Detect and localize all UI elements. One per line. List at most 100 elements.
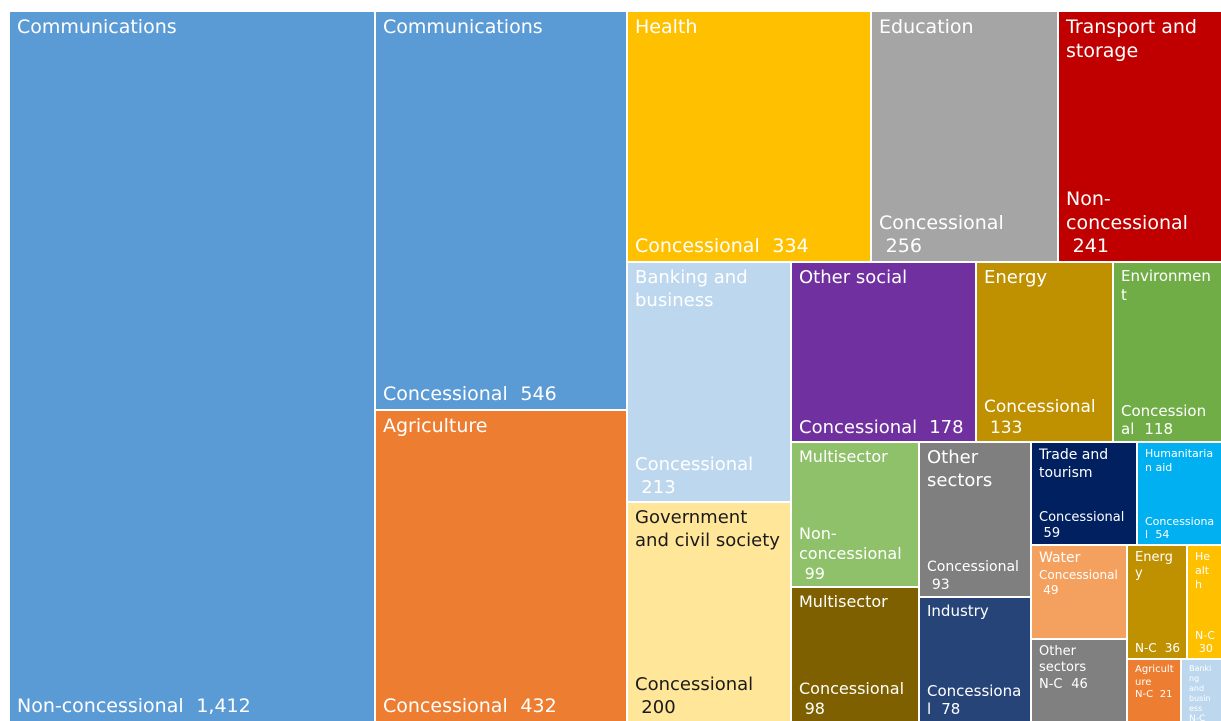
tile-label: Non-concessional 241 [1066,188,1215,259]
data-label: 133 [989,417,1023,438]
tile: Multisector Concessional 98 [792,588,918,721]
tile: Transport and storage Non-concessional 24… [1059,12,1221,261]
sector-name: Industry [927,602,989,620]
tile: Communications Concessional 546 [376,12,626,409]
sector-name: Agriculture [383,415,488,437]
sector-name: Banking and business [635,267,748,311]
data-label: 46 [1071,676,1088,692]
series-label: Concessional [635,674,754,695]
tile-label: Non-concessional 1,412 [17,695,368,719]
tile-label: N-C 20 [1189,714,1215,721]
series-label: N-C [1135,689,1154,700]
series-label: Non-concessional [17,695,184,718]
series-label: Concessional [927,681,1022,719]
data-label: 256 [885,235,922,258]
sector-name: Other social [799,267,908,288]
tile: Health Concessional 334 [628,12,870,261]
data-label: 1,412 [196,695,251,718]
tile-label: Concessional 54 [1145,515,1215,543]
sector-name: Water [1039,550,1081,566]
series-label: Concessional [383,383,508,406]
series-label: Concessional [984,396,1096,417]
tile: Banking and business Concessional 213 [628,263,790,501]
series-label: N-C [1189,714,1206,721]
tile: Industry Concessional 78 [920,598,1030,721]
data-label: 54 [1155,528,1170,542]
tile-label: Concessional 200 [635,674,784,719]
data-label: 30 [1198,642,1213,656]
sector-name: Energy [984,267,1048,288]
tile-label: Concessional 133 [984,397,1106,440]
series-label: Concessional [799,679,905,698]
sector-name: Agriculture [1135,664,1174,688]
tile-label: Concessional 78 [927,682,1024,720]
sector-name: Other sectors [1039,644,1087,676]
series-label: Concessional [1121,401,1207,439]
series-label: Non-concessional [799,524,902,563]
data-label: 241 [1072,235,1109,258]
sector-name: Environment [1121,267,1211,304]
series-label: N-C [1039,676,1063,692]
tile: Other sectors N-C 46 [1032,640,1126,721]
series-label: Concessional [1145,514,1215,542]
sector-name: Multisector [799,447,888,466]
data-label: 36 [1164,641,1180,655]
tile-label: N-C 21 [1135,689,1174,702]
series-label: N-C [1195,628,1215,642]
tile: Environment Concessional 118 [1114,263,1221,441]
tile: Trade and tourism Concessional 59 [1032,443,1136,544]
data-label: 99 [804,564,825,583]
sector-name: Government and civil society [635,507,780,551]
tile: Water Concessional 49 [1032,546,1126,638]
series-label: Non-concessional [1066,187,1188,234]
tile-label: Concessional 118 [1121,402,1215,440]
tile: Education Concessional 256 [872,12,1057,261]
tile: Health N-C 30 [1188,546,1221,658]
sector-name: Transport and storage [1066,16,1197,62]
sector-name: Trade and tourism [1039,447,1109,481]
sector-name: Energy [1135,550,1173,582]
tile: Government and civil society Concessional… [628,503,790,721]
tile-label: Concessional 49 [1039,568,1120,598]
tile-label: Concessional 432 [383,695,620,719]
tile: Multisector Non-concessional 99 [792,443,918,586]
series-label: N-C [1135,641,1157,655]
series-label: Concessional [1039,567,1118,582]
series-label: Concessional [927,559,1019,575]
tile-label: Concessional 59 [1039,510,1130,543]
tile: Other sectors Concessional 93 [920,443,1030,596]
tile: Agriculture Concessional 432 [376,411,626,721]
data-label: 213 [641,476,676,498]
data-label: 178 [929,416,964,438]
data-label: 78 [941,700,961,719]
tile: Communications Non-concessional 1,412 [10,12,374,721]
sector-name: Communications [383,16,543,38]
series-label: Concessional [383,695,508,718]
data-label: 118 [1144,420,1174,439]
tile-label: Concessional 256 [879,212,1051,260]
sector-name: Other sectors [927,447,993,491]
series-label: Concessional [879,211,1004,234]
data-label: 98 [804,699,825,718]
data-label: 59 [1043,525,1061,541]
tile-label: Concessional 93 [927,559,1024,594]
tile: Energy Concessional 133 [977,263,1112,441]
data-label: 546 [520,383,557,406]
sector-name: Humanitarian aid [1145,447,1214,474]
data-label: 21 [1159,689,1173,700]
sector-name: Communications [17,16,177,38]
data-label: 49 [1043,582,1059,597]
sector-name: Multisector [799,592,888,611]
series-label: Concessional [635,454,754,475]
tile: Energy N-C 36 [1128,546,1186,658]
tile-label: Concessional 98 [799,679,912,719]
data-label: 200 [641,696,676,718]
sector-name: Health [635,16,698,38]
data-label: 334 [772,235,809,258]
tile: Humanitarian aid Concessional 54 [1138,443,1221,544]
data-label: 432 [520,695,557,718]
tile-label: N-C 30 [1195,629,1215,657]
tile-label: N-C 46 [1039,677,1120,693]
